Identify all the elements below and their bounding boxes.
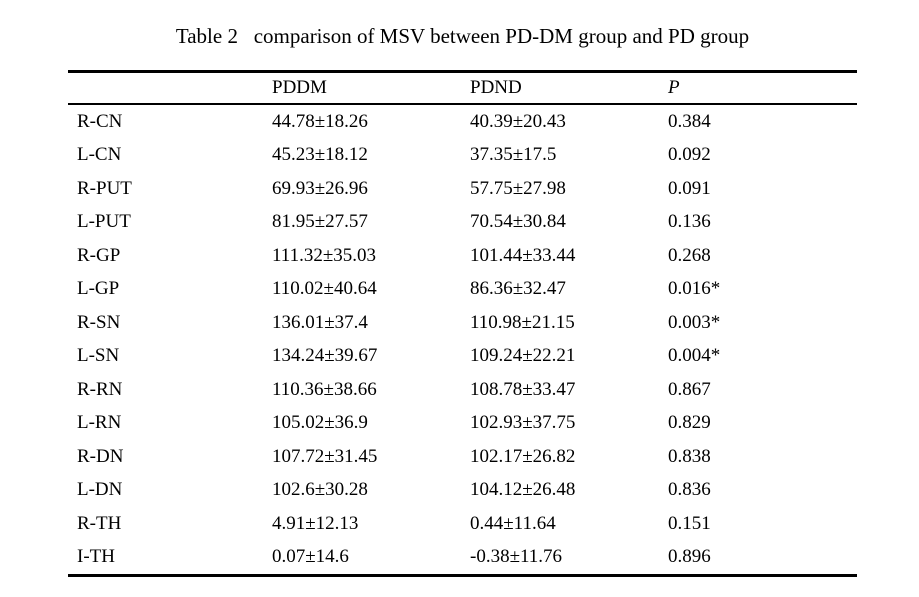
row-label: L-RN xyxy=(77,412,122,434)
header-pdnd: PDND xyxy=(462,71,660,105)
pddm-value: 102.6±30.28 xyxy=(272,479,368,501)
row-label: R-CN xyxy=(77,110,123,132)
pddm-value: 110.02±40.64 xyxy=(272,278,377,300)
pddm-value: 105.02±36.9 xyxy=(272,412,368,434)
pddm-value: 107.72±31.45 xyxy=(272,445,378,467)
row-label: I-TH xyxy=(77,546,115,568)
table-row: L-RN 105.02±36.9 102.93±37.75 0.829 xyxy=(68,407,857,441)
p-value: 0.384 xyxy=(668,110,711,132)
pdnd-value: 37.35±17.5 xyxy=(470,144,557,166)
row-label: L-SN xyxy=(77,345,120,367)
p-value: 0.268 xyxy=(668,244,711,266)
table-body: R-CN 44.78±18.26 40.39±20.43 0.384 L-CN … xyxy=(68,104,857,576)
p-value: 0.867 xyxy=(668,378,711,400)
table-row: I-TH 0.07±14.6 -0.38±11.76 0.896 xyxy=(68,541,857,576)
header-p: P xyxy=(660,71,857,105)
pddm-value: 110.36±38.66 xyxy=(272,378,377,400)
pddm-value: 81.95±27.57 xyxy=(272,211,368,233)
p-value: 0.091 xyxy=(668,177,711,199)
pddm-value: 4.91±12.13 xyxy=(272,512,359,534)
p-value: 0.136 xyxy=(668,211,711,233)
pdnd-value: 104.12±26.48 xyxy=(470,479,576,501)
p-value: 0.829 xyxy=(668,412,711,434)
header-pddm: PDDM xyxy=(264,71,462,105)
pddm-value: 111.32±35.03 xyxy=(272,244,377,266)
table-row: R-GP 111.32±35.03 101.44±33.44 0.268 xyxy=(68,239,857,273)
pdnd-value: 57.75±27.98 xyxy=(470,177,566,199)
p-value: 0.003* xyxy=(668,311,721,333)
pdnd-value: 109.24±22.21 xyxy=(470,345,576,367)
table-row: R-PUT 69.93±26.96 57.75±27.98 0.091 xyxy=(68,172,857,206)
pddm-value: 136.01±37.4 xyxy=(272,311,368,333)
p-value: 0.836 xyxy=(668,479,711,501)
pddm-value: 45.23±18.12 xyxy=(272,144,368,166)
row-label: L-GP xyxy=(77,278,120,300)
pdnd-value: 110.98±21.15 xyxy=(470,311,575,333)
pdnd-value: 40.39±20.43 xyxy=(470,110,566,132)
table-row: R-CN 44.78±18.26 40.39±20.43 0.384 xyxy=(68,104,857,139)
pdnd-value: 86.36±32.47 xyxy=(470,278,566,300)
row-label: R-TH xyxy=(77,512,122,534)
table-caption: Table 2 comparison of MSV between PD-DM … xyxy=(175,24,750,48)
header-row: PDDM PDND P xyxy=(68,71,857,105)
p-value: 0.838 xyxy=(668,445,711,467)
row-label: L-DN xyxy=(77,479,123,501)
p-value: 0.151 xyxy=(668,512,711,534)
pdnd-value: 108.78±33.47 xyxy=(470,378,576,400)
table-row: R-RN 110.36±38.66 108.78±33.47 0.867 xyxy=(68,373,857,407)
pdnd-value: 102.93±37.75 xyxy=(470,412,576,434)
pddm-value: 134.24±39.67 xyxy=(272,345,378,367)
row-label: R-GP xyxy=(77,244,121,266)
pddm-value: 69.93±26.96 xyxy=(272,177,368,199)
pdnd-value: 0.44±11.64 xyxy=(470,512,556,534)
header-empty xyxy=(68,71,264,105)
table-header: PDDM PDND P xyxy=(68,71,857,105)
pddm-value: 0.07±14.6 xyxy=(272,546,349,568)
row-label: R-PUT xyxy=(77,177,132,199)
row-label: L-CN xyxy=(77,144,122,166)
msv-comparison-table: PDDM PDND P R-CN 44.78±18.26 40.39±20.43… xyxy=(68,70,857,577)
pdnd-value: 70.54±30.84 xyxy=(470,211,566,233)
pdnd-value: -0.38±11.76 xyxy=(470,546,563,568)
row-label: L-PUT xyxy=(77,211,131,233)
p-value: 0.092 xyxy=(668,144,711,166)
row-label: R-SN xyxy=(77,311,121,333)
table-row: L-CN 45.23±18.12 37.35±17.5 0.092 xyxy=(68,139,857,173)
table-row: L-PUT 81.95±27.57 70.54±30.84 0.136 xyxy=(68,206,857,240)
row-label: R-RN xyxy=(77,378,123,400)
pddm-value: 44.78±18.26 xyxy=(272,110,368,132)
table-row: R-TH 4.91±12.13 0.44±11.64 0.151 xyxy=(68,507,857,541)
table-row: R-SN 136.01±37.4 110.98±21.15 0.003* xyxy=(68,306,857,340)
table-row: L-GP 110.02±40.64 86.36±32.47 0.016* xyxy=(68,273,857,307)
row-label: R-DN xyxy=(77,445,124,467)
table-row: R-DN 107.72±31.45 102.17±26.82 0.838 xyxy=(68,440,857,474)
p-value: 0.016* xyxy=(668,278,721,300)
p-value: 0.896 xyxy=(668,546,711,568)
pdnd-value: 102.17±26.82 xyxy=(470,445,576,467)
p-value: 0.004* xyxy=(668,345,721,367)
table-row: L-SN 134.24±39.67 109.24±22.21 0.004* xyxy=(68,340,857,374)
pdnd-value: 101.44±33.44 xyxy=(470,244,576,266)
table-row: L-DN 102.6±30.28 104.12±26.48 0.836 xyxy=(68,474,857,508)
